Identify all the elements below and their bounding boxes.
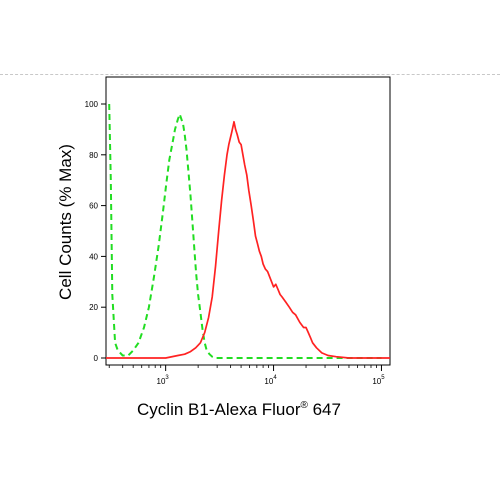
y-tick-label-20: 20 (89, 303, 98, 312)
plot-frame (105, 76, 391, 366)
series-layer (106, 103, 390, 359)
x-axis-title-suffix: 647 (308, 400, 341, 419)
y-axis: 0 20 40 60 80 100 (85, 100, 106, 363)
y-axis-title: Cell Counts (% Max) (56, 144, 75, 300)
solid-series-line (106, 120, 390, 359)
y-tick-label-40: 40 (89, 252, 98, 261)
dashed-series-line (108, 103, 382, 359)
y-tick-label-60: 60 (89, 202, 98, 211)
x-axis-title: Cyclin B1-Alexa Fluor® 647 (137, 400, 341, 419)
x-axis-title-main: Cyclin B1-Alexa Fluor (137, 400, 301, 419)
x-tick-label-100000: 105 (372, 375, 385, 386)
x-tick-label-1000: 103 (157, 375, 170, 386)
x-tick-label-10000: 104 (264, 375, 277, 386)
y-tick-label-100: 100 (85, 100, 99, 109)
top-divider-line (0, 74, 500, 75)
x-axis-title-mark: ® (300, 400, 308, 411)
y-tick-label-0: 0 (94, 354, 99, 363)
y-tick-label-80: 80 (89, 151, 98, 160)
x-axis: 103 104 105 (108, 365, 385, 386)
